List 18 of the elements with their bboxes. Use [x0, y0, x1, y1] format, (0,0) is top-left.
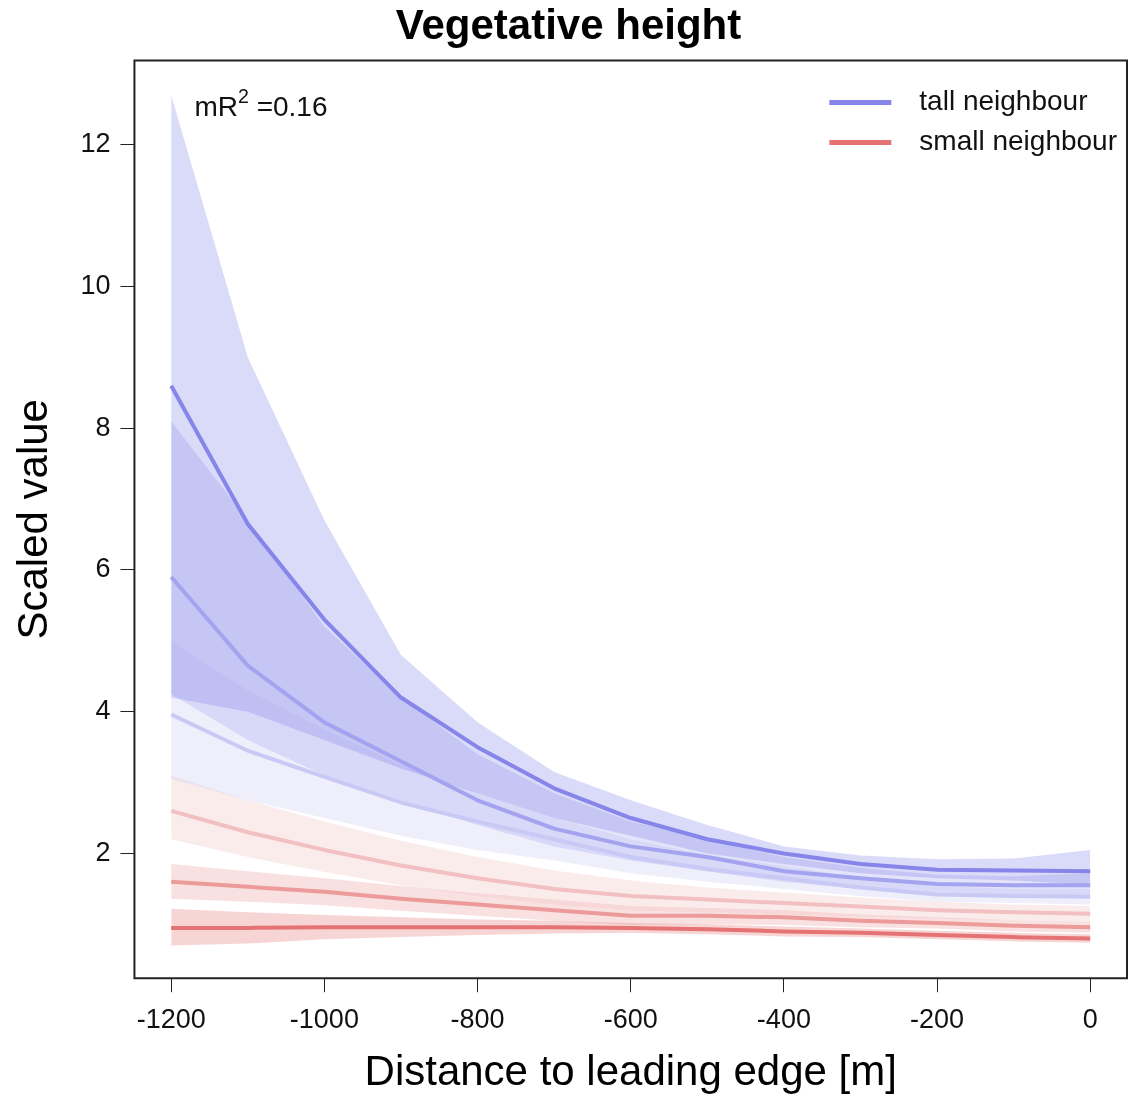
legend-label: tall neighbour — [919, 85, 1088, 117]
x-tick-label: -200 — [910, 1003, 965, 1034]
y-tick-label: 10 — [80, 269, 111, 300]
x-tick-label: -600 — [603, 1003, 658, 1034]
y-tick-label: 2 — [95, 836, 111, 867]
x-tick-label: -800 — [450, 1003, 505, 1034]
legend-label: small neighbour — [919, 125, 1117, 157]
y-tick-label: 4 — [95, 695, 111, 726]
y-tick-label: 6 — [95, 553, 111, 584]
y-tick-label: 8 — [95, 411, 111, 442]
x-tick-label: -400 — [756, 1003, 811, 1034]
x-tick-label: 0 — [1082, 1003, 1098, 1034]
chart-title: Vegetative height — [395, 0, 742, 48]
x-tick-label: -1000 — [289, 1003, 359, 1034]
y-tick-label: 12 — [80, 128, 111, 159]
y-axis-title: Scaled value — [8, 399, 56, 640]
x-axis-title: Distance to leading edge [m] — [364, 1047, 897, 1095]
x-tick-label: -1200 — [136, 1003, 206, 1034]
